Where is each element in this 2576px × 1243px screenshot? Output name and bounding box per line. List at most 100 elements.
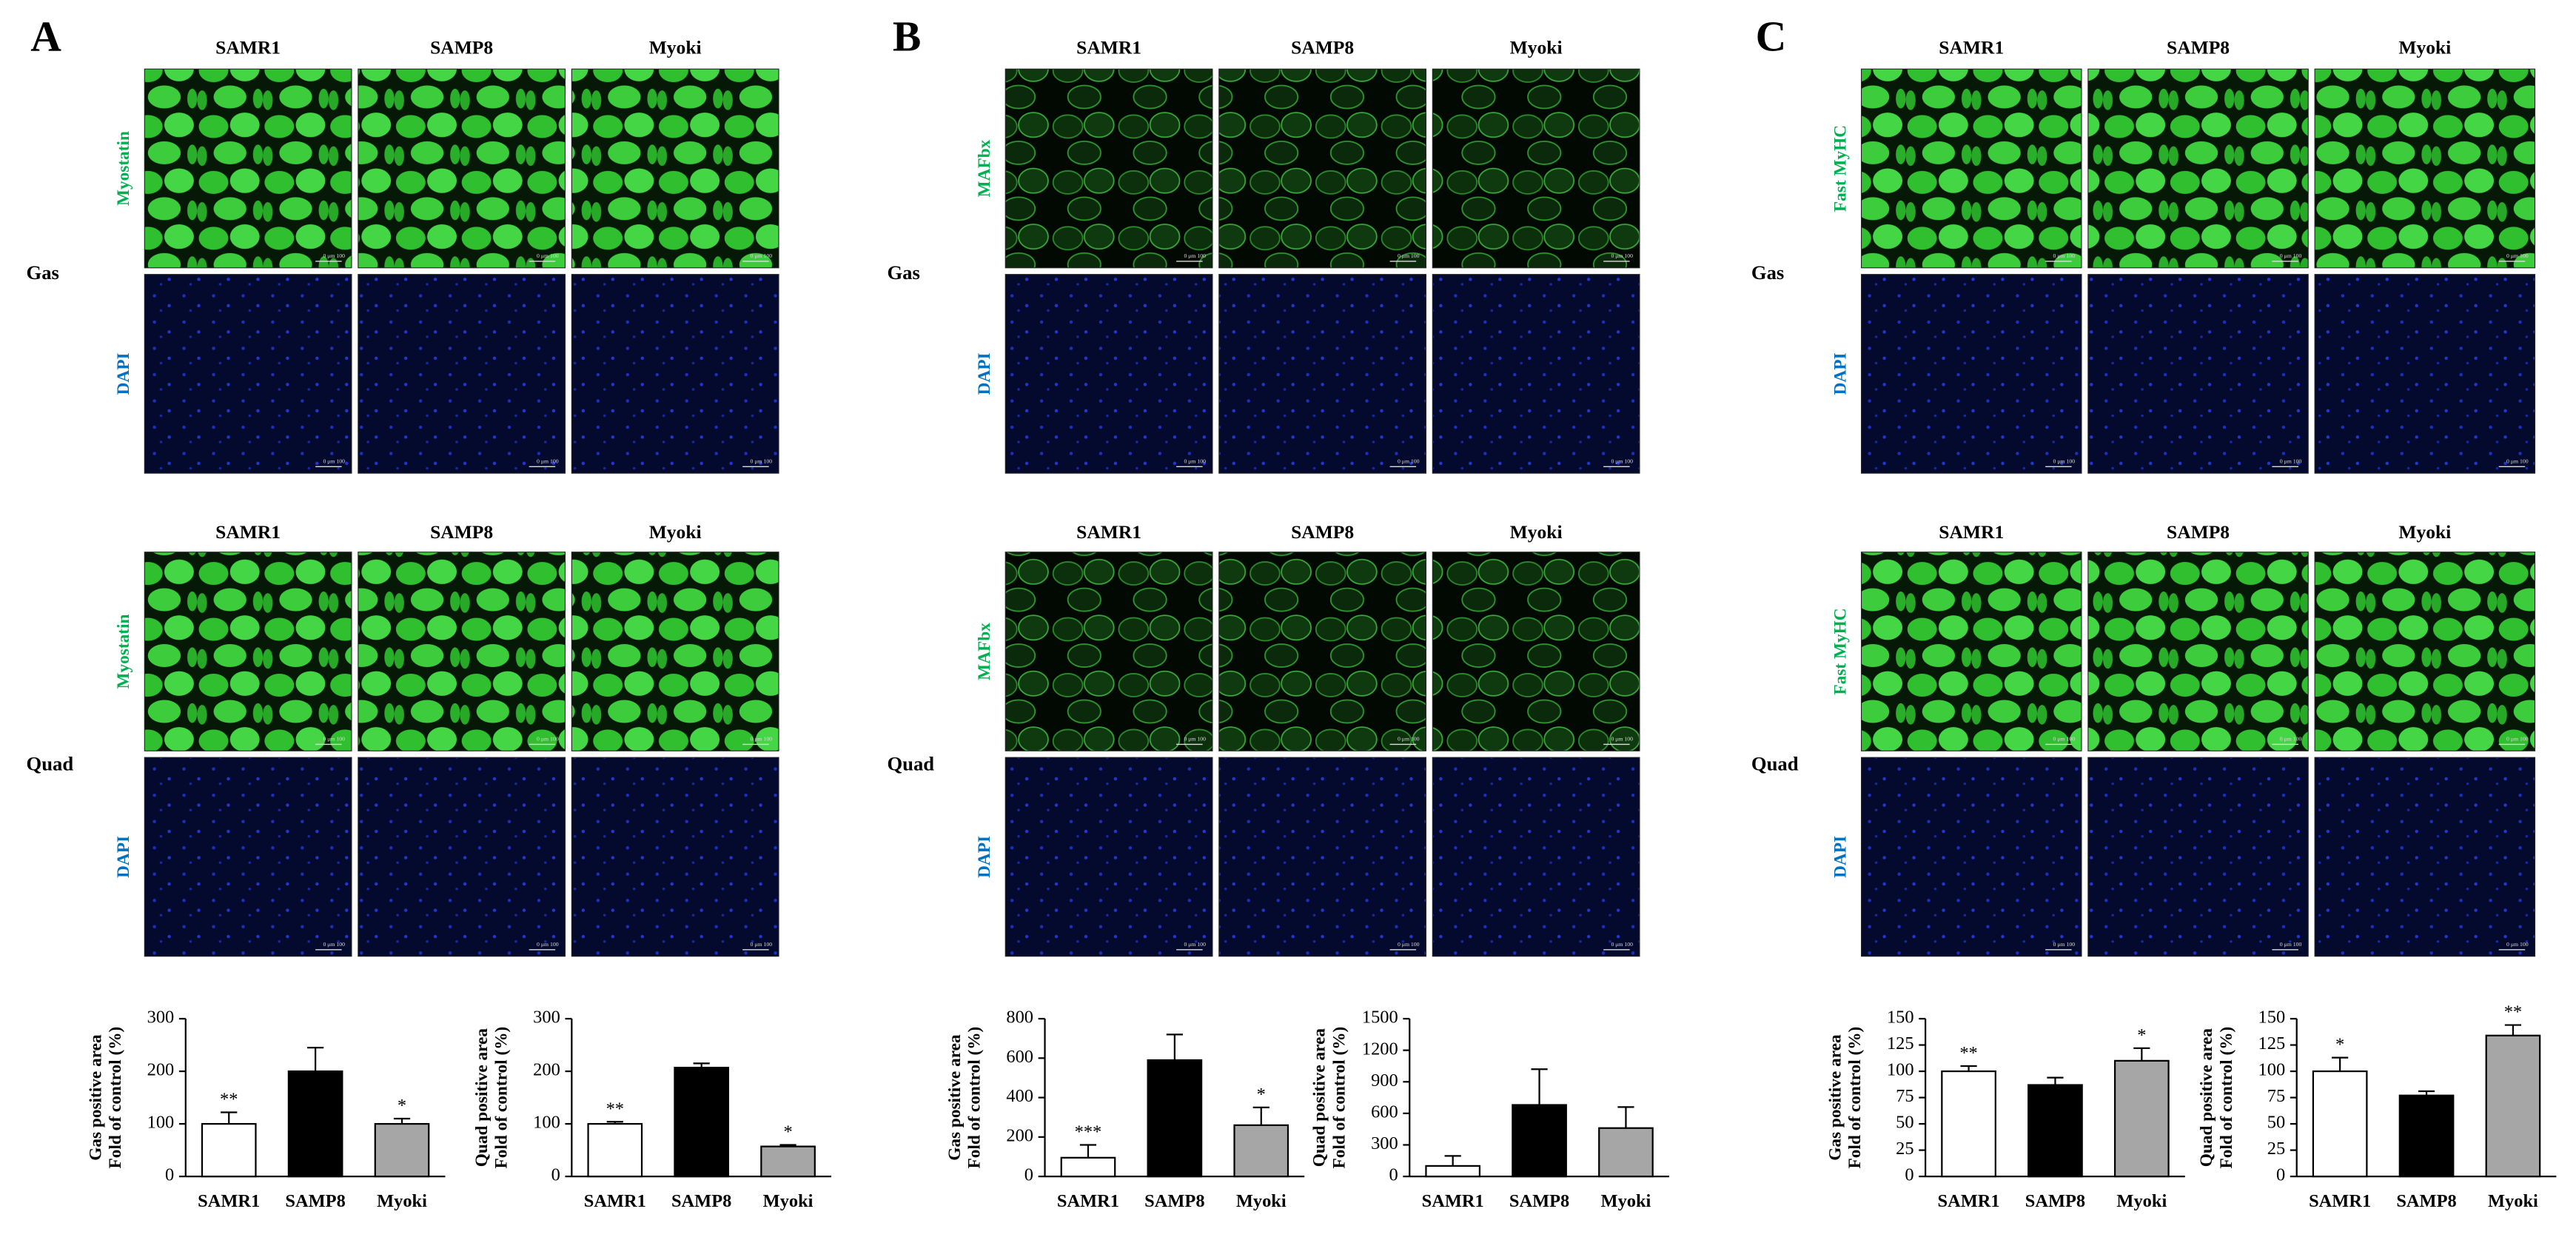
column-header: Myoki (2398, 521, 2451, 543)
scale-bar-label: 0 μm 100 (537, 458, 559, 464)
x-tick-label: SAMP8 (285, 1191, 345, 1211)
column-header: SAMR1 (1939, 36, 2004, 58)
micrograph (2314, 757, 2536, 957)
y-tick-label: 75 (2267, 1086, 2285, 1106)
micrograph (1004, 757, 1213, 957)
column-header: SAMR1 (1076, 521, 1141, 543)
significance-label: * (783, 1122, 792, 1142)
significance-label: * (398, 1096, 406, 1116)
stain-label: MAFbx (975, 139, 994, 197)
scale-bar-label: 0 μm 100 (1184, 252, 1206, 259)
y-tick-label: 25 (2267, 1139, 2285, 1159)
y-tick-label: 100 (2258, 1060, 2286, 1080)
y-tick-label: 0 (1389, 1165, 1398, 1185)
column-header: SAMP8 (1291, 521, 1354, 543)
column-header: Myoki (649, 36, 702, 58)
y-tick-label: 1500 (1362, 1008, 1398, 1028)
x-tick-label: SAMR1 (1938, 1191, 2000, 1211)
bar (1147, 1059, 1203, 1178)
scale-bar-label: 0 μm 100 (2506, 941, 2529, 948)
y-tick-label: 150 (1887, 1008, 1914, 1028)
y-tick-label: 900 (1371, 1071, 1398, 1090)
y-tick-label: 200 (147, 1060, 175, 1080)
y-tick-label: 1200 (1362, 1039, 1398, 1059)
bar (287, 1070, 343, 1178)
y-tick-label: 0 (1024, 1165, 1033, 1185)
scale-bar-label: 0 μm 100 (1611, 736, 1634, 743)
stain-label: DAPI (975, 836, 994, 878)
x-tick-label: Myoki (377, 1191, 427, 1211)
x-tick-label: SAMR1 (1422, 1191, 1484, 1211)
y-tick-label: 100 (147, 1113, 175, 1133)
scale-bar-label: 0 μm 100 (1398, 736, 1420, 743)
stain-label: DAPI (975, 352, 994, 395)
scale-bar-label: 0 μm 100 (751, 941, 773, 948)
y-tick-label: 50 (1896, 1113, 1913, 1133)
y-tick-label: 150 (2258, 1008, 2286, 1028)
micrograph (571, 274, 779, 474)
scale-bar-label: 0 μm 100 (1398, 458, 1420, 464)
stain-label: Myostatin (114, 614, 133, 688)
y-tick-label: 400 (1006, 1086, 1033, 1106)
y-tick-label: 0 (551, 1165, 560, 1185)
x-tick-label: SAMR1 (1057, 1191, 1119, 1211)
y-tick-label: 100 (1887, 1060, 1914, 1080)
stain-label: DAPI (114, 352, 133, 395)
micrograph (2087, 68, 2309, 269)
significance-label: * (2137, 1025, 2146, 1045)
scale-bar-label: 0 μm 100 (537, 736, 559, 743)
micrograph (1218, 757, 1426, 957)
y-tick-label: 800 (1006, 1008, 1033, 1028)
column-header: SAMR1 (1076, 36, 1141, 58)
bar (2398, 1094, 2455, 1178)
x-tick-label: SAMP8 (2025, 1191, 2085, 1211)
micrograph (358, 757, 566, 957)
y-tick-label: 100 (533, 1113, 560, 1133)
row-label: Gas (27, 261, 59, 284)
significance-label: ** (220, 1090, 238, 1110)
x-tick-label: SAMP8 (1144, 1191, 1204, 1211)
y-tick-label: 300 (147, 1008, 175, 1028)
y-tick-label: 125 (1887, 1033, 1914, 1053)
bar (1060, 1156, 1116, 1178)
scale-bar-label: 0 μm 100 (323, 736, 346, 743)
x-tick-label: Myoki (2488, 1191, 2538, 1211)
x-tick-label: Myoki (1601, 1191, 1651, 1211)
y-axis-label: Fold of control (%) (965, 1027, 985, 1169)
stain-label: DAPI (1831, 352, 1850, 395)
y-axis-label: Quad positive area (472, 1028, 492, 1167)
y-tick-label: 600 (1371, 1102, 1398, 1122)
y-tick-label: 25 (1896, 1139, 1913, 1159)
micrograph (144, 552, 352, 751)
y-axis-label: Gas positive area (1826, 1034, 1845, 1161)
scale-bar-label: 0 μm 100 (1184, 941, 1206, 948)
bar (2485, 1034, 2541, 1178)
scale-bar-label: 0 μm 100 (2506, 252, 2529, 259)
micrograph (2087, 274, 2309, 474)
scale-bar-label: 0 μm 100 (1611, 458, 1634, 464)
significance-label: * (1257, 1085, 1266, 1105)
column-header: SAMR1 (215, 521, 281, 543)
x-tick-label: Myoki (1236, 1191, 1287, 1211)
micrograph (2314, 552, 2536, 751)
column-header: SAMP8 (430, 521, 493, 543)
scale-bar-label: 0 μm 100 (2280, 736, 2302, 743)
column-header: Myoki (1510, 36, 1563, 58)
micrograph (1218, 68, 1426, 269)
micrograph (2087, 552, 2309, 751)
panel-label: A (30, 14, 61, 61)
y-tick-label: 200 (533, 1060, 560, 1080)
column-header: Myoki (1510, 521, 1563, 543)
x-tick-label: SAMP8 (671, 1191, 731, 1211)
y-tick-label: 0 (165, 1165, 174, 1185)
micrograph (144, 68, 352, 269)
row-label: Gas (1751, 261, 1784, 284)
y-tick-label: 300 (533, 1008, 560, 1028)
bar (1941, 1070, 1996, 1178)
y-tick-label: 600 (1006, 1047, 1033, 1067)
micrograph (1004, 274, 1213, 474)
panel-label: C (1756, 14, 1787, 61)
micrograph (1432, 552, 1640, 751)
column-header: SAMR1 (1939, 521, 2004, 543)
micrograph (1861, 68, 2082, 269)
